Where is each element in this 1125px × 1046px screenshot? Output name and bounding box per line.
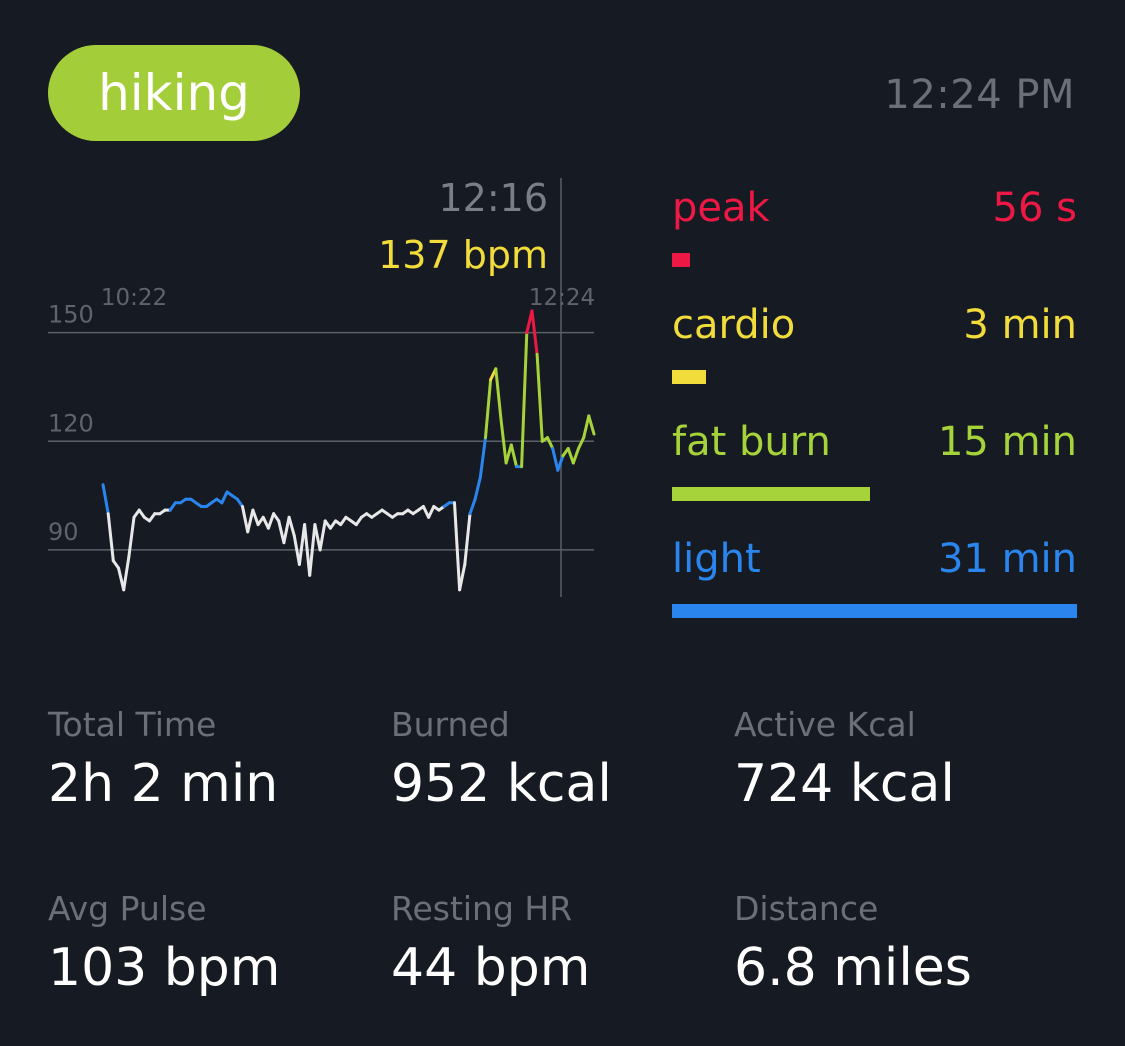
hr-line-segment xyxy=(463,512,472,566)
hr-line-segment xyxy=(277,519,286,545)
stat-label: Avg Pulse xyxy=(48,889,207,928)
hr-line-segment xyxy=(421,505,431,519)
hr-line-segment xyxy=(494,367,503,421)
hr-line-segment xyxy=(282,515,291,545)
hr-line-segment xyxy=(582,414,591,440)
stat-distance: Distance 6.8 miles xyxy=(734,889,1077,1003)
hr-line-segment xyxy=(297,523,307,566)
stat-resting-hr: Resting HR 44 bpm xyxy=(391,889,734,1003)
zone-bar xyxy=(672,604,1077,618)
hr-line-segment xyxy=(577,436,586,450)
stat-label: Burned xyxy=(391,705,510,744)
hr-line-segment xyxy=(535,352,544,443)
zone-duration: 56 s xyxy=(992,185,1077,231)
cursor-time: 12:16 xyxy=(438,176,548,220)
stat-value: 952 kcal xyxy=(391,754,612,814)
zone-bar xyxy=(672,370,706,384)
cursor-bpm: 137 bpm xyxy=(378,233,548,277)
hr-line-segment xyxy=(251,508,260,527)
stat-label: Active Kcal xyxy=(734,705,916,744)
zone-name: peak xyxy=(672,185,770,231)
activity-type-pill[interactable]: hiking xyxy=(48,45,300,141)
zone-row: light 31 min xyxy=(672,536,1077,653)
zone-summary: peak 56 s cardio 3 min fat burn 15 min l… xyxy=(672,185,1077,653)
hr-line-segment xyxy=(266,512,276,530)
stat-value: 44 bpm xyxy=(391,938,591,998)
hr-line-segment xyxy=(551,447,560,472)
stat-value: 103 bpm xyxy=(48,938,281,998)
zone-row: cardio 3 min xyxy=(672,302,1077,419)
hr-line-segment xyxy=(546,436,555,450)
hr-line-segment xyxy=(303,523,312,577)
zone-bar xyxy=(672,253,690,267)
hr-line-segment xyxy=(556,454,565,472)
zone-name: fat burn xyxy=(672,419,831,465)
stat-value: 2h 2 min xyxy=(48,754,279,814)
activity-type-label: hiking xyxy=(98,64,250,122)
hr-line-segment xyxy=(587,414,596,436)
zone-name: light xyxy=(672,536,761,582)
hr-line-segment xyxy=(313,523,322,552)
zone-duration: 31 min xyxy=(937,536,1077,582)
stat-active-kcal: Active Kcal 724 kcal xyxy=(734,705,1077,819)
stat-value: 724 kcal xyxy=(734,754,955,814)
hr-line-segment xyxy=(484,378,493,440)
zone-duration: 15 min xyxy=(937,419,1077,465)
hr-line-segment xyxy=(308,523,317,577)
hr-line-segment xyxy=(287,515,296,537)
stat-label: Total Time xyxy=(48,705,217,744)
hr-line-segment xyxy=(571,447,580,465)
stat-label: Resting HR xyxy=(391,889,573,928)
hr-line-segment xyxy=(318,519,327,552)
hr-line-segment xyxy=(427,505,436,519)
stat-avg-pulse: Avg Pulse 103 bpm xyxy=(48,889,391,1003)
zone-row: fat burn 15 min xyxy=(672,419,1077,536)
stat-total-time: Total Time 2h 2 min xyxy=(48,705,391,819)
zone-name: cardio xyxy=(672,302,796,348)
hr-line-segment xyxy=(468,497,477,516)
hr-line-segment xyxy=(101,483,110,516)
stat-value: 6.8 miles xyxy=(734,938,972,998)
x-tick-label: 10:22 xyxy=(101,285,167,311)
hr-line-segment xyxy=(566,447,575,465)
hr-line-segment xyxy=(504,443,513,465)
y-tick-label: 90 xyxy=(48,518,79,546)
hr-line-segment xyxy=(127,515,136,559)
y-tick-label: 120 xyxy=(48,409,94,437)
hr-line-segment xyxy=(473,476,482,501)
current-time: 12:24 PM xyxy=(884,72,1075,118)
stat-burned: Burned 952 kcal xyxy=(391,705,734,819)
hr-line-segment xyxy=(509,443,518,469)
zone-row: peak 56 s xyxy=(672,185,1077,302)
heart-rate-chart[interactable]: 90 120 150 12:16 137 bpm 10:22 12:24 xyxy=(0,0,640,640)
hr-line-segment xyxy=(220,490,229,505)
hr-line-segment xyxy=(478,436,487,479)
zone-duration: 3 min xyxy=(963,302,1077,348)
stat-label: Distance xyxy=(734,889,879,928)
hr-line-segment xyxy=(241,505,250,534)
x-tick-label: 12:24 xyxy=(529,285,595,311)
hr-line-segment xyxy=(530,309,539,356)
zone-bar xyxy=(672,487,870,501)
hr-line-segment xyxy=(520,331,529,469)
y-tick-label: 150 xyxy=(48,301,94,329)
hr-line-segment xyxy=(453,501,462,592)
hr-line-segment xyxy=(458,562,467,592)
hr-line-segment xyxy=(246,508,255,534)
workout-stats: Total Time 2h 2 min Burned 952 kcal Acti… xyxy=(48,705,1078,1003)
hr-line-segment xyxy=(106,512,115,563)
hr-line-segment xyxy=(122,555,131,592)
hr-line-segment xyxy=(499,418,508,465)
